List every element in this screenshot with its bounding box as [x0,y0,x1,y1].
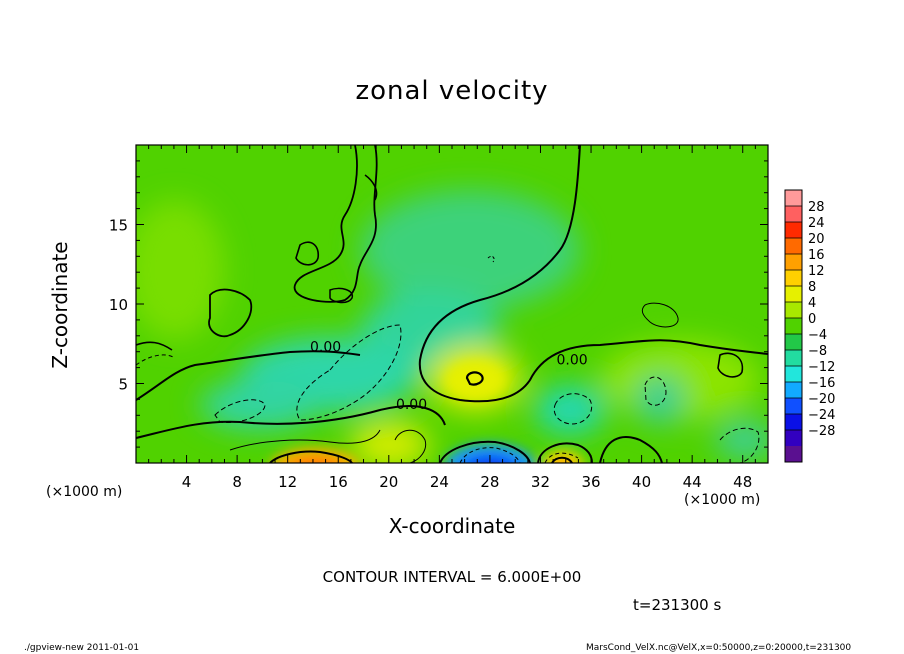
colorbar-swatch [785,206,802,223]
x-tick-label: 28 [480,473,499,491]
x-axis-label: X-coordinate [388,514,516,538]
colorbar-swatch [785,254,802,271]
colorbar-label: −12 [808,360,835,375]
colorbar-label: 0 [808,312,816,327]
colorbar-label: 16 [808,248,825,263]
colorbar-swatch [785,398,802,415]
colorbar-swatch [785,238,802,255]
colorbar-swatch [785,366,802,383]
x-tick-label: 20 [379,473,398,491]
colorbar-label: −20 [808,392,835,407]
colorbar-label: 8 [808,280,816,295]
colorbar-label: 24 [808,216,825,231]
x-tick-label: 32 [531,473,550,491]
colorbar-swatch [785,334,802,351]
x-unit-label: (×1000 m) [46,484,123,500]
y-tick-label: 5 [118,376,128,394]
y-axis-ticks: 5 10 15 [109,160,768,448]
contour-interval: CONTOUR INTERVAL = 6.000E+00 [322,568,582,586]
y-axis-label: Z-coordinate [48,241,72,369]
x-tick-label: 16 [329,473,348,491]
footer-left: ./gpview-new 2011-01-01 [24,643,140,653]
colorbar-label: 28 [808,200,825,215]
contour-label: 0.00 [396,397,427,413]
colorbar-swatch [785,446,802,463]
colorbar-swatch [785,318,802,335]
colorbar-swatch [785,350,802,367]
colorbar-label: −28 [808,424,835,439]
x-axis-ticks: 4 8 12 16 20 24 28 32 36 40 44 48 [148,145,756,491]
colorbar-label: −4 [808,328,827,343]
colorbar-label: −24 [808,408,835,423]
contour-label: 0.00 [310,340,341,356]
contour-labels: 0.00 0.00 0.00 [310,340,588,413]
colorbar-swatch [785,270,802,287]
y-tick-label: 15 [109,217,128,235]
x-unit-label-colorbar: (×1000 m) [684,492,761,508]
colorbar-label: −8 [808,344,827,359]
footer-right: MarsCond_VelX.nc@VelX,x=0:50000,z=0:2000… [586,643,852,653]
time-label: t=231300 s [633,596,722,614]
colorbar-label: 20 [808,232,825,247]
x-tick-label: 8 [232,473,242,491]
x-tick-label: 40 [632,473,651,491]
x-tick-label: 48 [733,473,752,491]
colorbar-label: 4 [808,296,816,311]
x-tick-label: 36 [581,473,600,491]
colorbar-frame [784,189,803,463]
contour-label: 0.00 [556,352,587,368]
colorbar-label: 12 [808,264,825,279]
x-tick-label: 12 [278,473,297,491]
colorbar-label: −16 [808,376,835,391]
colorbar-swatch [785,382,802,399]
colorbar-swatch [785,286,802,303]
x-tick-label: 4 [182,473,192,491]
y-tick-label: 10 [109,296,128,314]
x-tick-label: 24 [430,473,449,491]
chart-title: zonal velocity [355,76,549,106]
colorbar-swatch [785,414,802,431]
x-tick-label: 44 [683,473,702,491]
colorbar-swatch [785,430,802,447]
colorbar-swatch [785,302,802,319]
colorbar-swatch [785,222,802,239]
colorbar-swatch [785,190,802,207]
